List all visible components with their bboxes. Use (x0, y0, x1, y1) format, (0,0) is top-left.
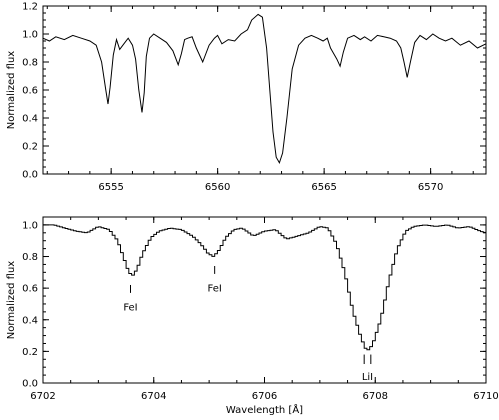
line-annotation: FeI (123, 284, 138, 313)
x-tick-label: 6708 (363, 391, 388, 402)
x-tick-label: 6565 (311, 182, 336, 193)
y-tick-label: 0.0 (22, 379, 38, 390)
x-tick-label: 6570 (418, 182, 443, 193)
line-annotation: FeI (208, 266, 222, 294)
y-tick-label: 0.6 (22, 284, 38, 295)
x-tick-label: 6555 (98, 182, 123, 193)
x-tick-label: 6704 (141, 391, 166, 402)
panel-2: 6702 6704 6706 6708 6710 0.0 0.2 0.4 0.6 0.8 1.0 No… (6, 216, 499, 416)
y-tick-label: 0.4 (22, 315, 38, 326)
x-tick-label: 6706 (252, 391, 277, 402)
x-tick-label: 6710 (473, 391, 498, 402)
y-axis-label: Normalized flux (6, 261, 17, 340)
x-tick-label: 6702 (30, 391, 55, 402)
annotation-label: FeI (123, 302, 137, 313)
line-annotation: LiI (362, 354, 373, 383)
y-tick-label: 0.2 (22, 347, 38, 358)
annotation-label: LiI (362, 372, 373, 383)
y-tick-label: 1.0 (22, 220, 38, 231)
y-axis-label: Normalized flux (6, 51, 17, 130)
annotation-label: FeI (208, 283, 222, 294)
panel-1: 6555 6560 6565 6570 0.0 0.2 0.4 0.6 0.8 1.0 1.2 Nor… (6, 2, 487, 193)
y-tick-label: 0.0 (22, 170, 38, 181)
y-tick-label: 0.4 (22, 114, 38, 125)
y-tick-label: 0.8 (22, 58, 38, 69)
x-axis-label: Wavelength [Å] (226, 403, 303, 416)
y-tick-label: 0.6 (22, 86, 38, 97)
spectrum-line-1 (42, 13, 487, 165)
y-tick-label: 0.8 (22, 252, 38, 263)
y-tick-label: 1.0 (22, 30, 38, 41)
y-tick-label: 0.2 (22, 142, 38, 153)
x-tick-label: 6560 (205, 182, 230, 193)
spectrum-line-2 (43, 224, 486, 351)
y-tick-label: 1.2 (22, 2, 38, 13)
plot-frame (42, 216, 487, 384)
